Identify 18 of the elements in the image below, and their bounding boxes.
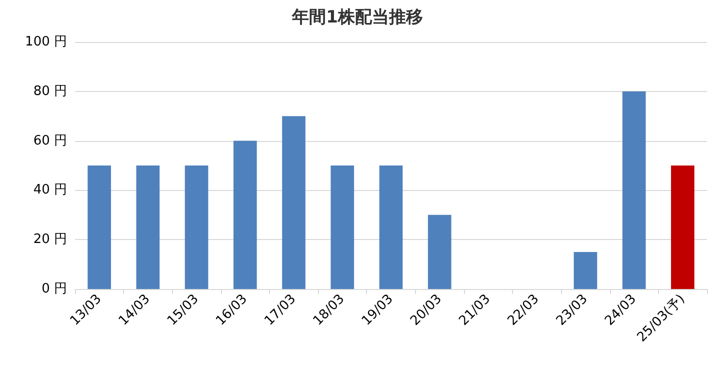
bar xyxy=(282,116,306,289)
y-tick-label: 0 円 xyxy=(42,282,67,296)
bar xyxy=(428,214,452,289)
y-tick-label: 100 円 xyxy=(25,34,67,50)
y-tick-label: 20 円 xyxy=(33,232,67,248)
bar xyxy=(136,166,160,289)
bar xyxy=(574,252,598,289)
y-tick-label: 60 円 xyxy=(33,133,67,148)
bar xyxy=(88,166,111,289)
bar xyxy=(671,166,694,289)
bar xyxy=(330,166,354,289)
chart-title: 年間1株配当推移 xyxy=(291,8,423,28)
bar xyxy=(379,166,403,289)
bar xyxy=(233,140,257,289)
bar xyxy=(184,166,208,289)
y-tick-label: 80 円 xyxy=(33,84,67,99)
y-tick-label: 40 円 xyxy=(33,182,67,198)
bar xyxy=(622,91,646,289)
